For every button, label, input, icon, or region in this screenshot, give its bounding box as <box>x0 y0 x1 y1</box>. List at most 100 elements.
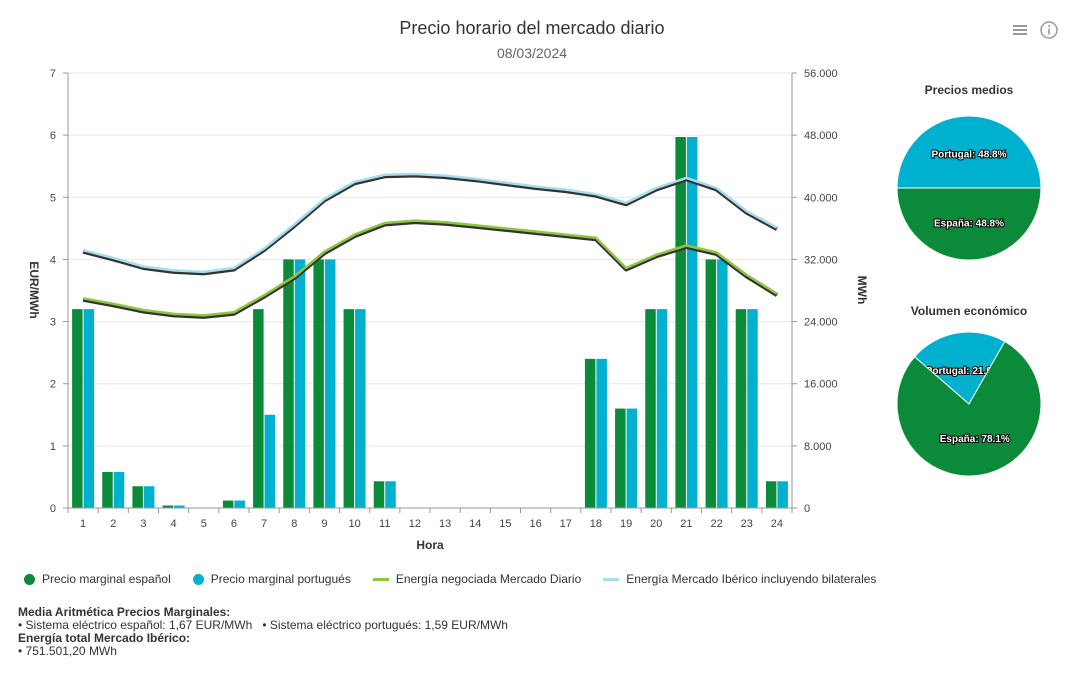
x-tick-label: 14 <box>469 518 481 530</box>
x-tick-label: 13 <box>439 518 451 530</box>
bar-portugues[interactable] <box>686 137 698 508</box>
bar-portugues[interactable] <box>777 481 788 508</box>
x-tick-label: 6 <box>231 518 237 530</box>
y-tick-label: 7 <box>50 68 56 80</box>
y-tick-label: 5 <box>50 192 56 204</box>
y-tick-label: 0 <box>50 503 56 515</box>
bar-portugues[interactable] <box>143 486 155 508</box>
pie-slice[interactable] <box>896 187 1042 261</box>
bar-espanol[interactable] <box>343 309 355 508</box>
x-tick-label: 8 <box>291 518 297 530</box>
bar-portugues[interactable] <box>264 414 276 508</box>
x-tick-label: 15 <box>499 518 511 530</box>
y-tick-label: 3 <box>50 317 56 329</box>
stats-prices-row: • Sistema eléctrico español: 1,67 EUR/MW… <box>18 619 578 632</box>
pie-slice-label: España: 78.1% <box>940 434 1010 445</box>
bar-espanol[interactable] <box>313 259 324 508</box>
pie-title-precios-medios: Precios medios <box>925 83 1014 97</box>
pie-slice-label: Portugal: 21.9% <box>926 366 1001 377</box>
x-tick-label: 23 <box>741 518 753 530</box>
legend-item-energia-diario[interactable]: Energía negociada Mercado Diario <box>372 572 582 586</box>
y-tick-label: 6 <box>50 130 56 142</box>
chart-subtitle: 08/03/2024 <box>497 45 567 61</box>
bar-espanol[interactable] <box>132 486 143 508</box>
y2-tick-label: 56.000 <box>804 68 838 80</box>
bar-espanol[interactable] <box>102 471 113 508</box>
bar-portugues[interactable] <box>596 358 607 508</box>
stats-energy-row: • 751.501,20 MWh <box>18 645 578 658</box>
bar-portugues[interactable] <box>626 408 638 508</box>
info-icon[interactable] <box>1039 20 1059 40</box>
legend-item-precio-espanol[interactable]: Precio marginal español <box>24 572 171 586</box>
y2-tick-label: 0 <box>804 503 810 515</box>
bar-espanol[interactable] <box>373 481 385 508</box>
x-tick-label: 18 <box>590 518 602 530</box>
bullet-icon: • <box>18 644 26 658</box>
bar-portugues[interactable] <box>747 309 758 508</box>
bar-espanol[interactable] <box>765 481 777 508</box>
y2-tick-label: 40.000 <box>804 192 838 204</box>
legend-label: Energía negociada Mercado Diario <box>395 572 582 586</box>
x-tick-label: 12 <box>409 518 421 530</box>
bullet-icon: • <box>18 618 26 632</box>
bar-espanol[interactable] <box>222 500 234 508</box>
line-shadow <box>82 173 778 276</box>
pie-slice-label: España: 48.8% <box>934 219 1004 230</box>
pie-volumen-economico: Portugal: 21.9% España: 78.1% <box>896 331 1042 477</box>
bar-espanol[interactable] <box>283 259 294 508</box>
y-axis-title-left: EUR/MWh <box>27 261 41 318</box>
line-shadow <box>82 220 778 319</box>
x-tick-label: 7 <box>261 518 267 530</box>
line-energia-iberico[interactable] <box>82 172 778 274</box>
x-tick-label: 9 <box>321 518 327 530</box>
x-tick-label: 5 <box>201 518 207 530</box>
legend-item-precio-portugues[interactable]: Precio marginal portugués <box>192 572 351 586</box>
bullet-icon: • <box>262 618 270 632</box>
stats-energy-total: 751.501,20 MWh <box>25 644 117 658</box>
x-tick-label: 20 <box>650 518 662 530</box>
x-tick-label: 17 <box>560 518 572 530</box>
bar-espanol[interactable] <box>72 309 83 508</box>
bar-portugues[interactable] <box>83 309 95 508</box>
x-tick-label: 16 <box>529 518 541 530</box>
bar-portugues[interactable] <box>355 309 366 508</box>
menu-icon[interactable] <box>1010 20 1030 40</box>
pie-slice[interactable] <box>896 340 1042 477</box>
bar-portugues[interactable] <box>294 259 306 508</box>
bar-portugues[interactable] <box>113 471 125 508</box>
pie-slice-label: Portugal: 48.8% <box>931 149 1006 160</box>
bar-espanol[interactable] <box>675 137 686 508</box>
bar-espanol[interactable] <box>162 505 174 508</box>
x-tick-label: 19 <box>620 518 632 530</box>
legend-item-energia-iberico[interactable]: Energía Mercado Ibérico incluyendo bilat… <box>603 572 876 586</box>
legend-label: Precio marginal portugués <box>210 572 351 586</box>
bar-espanol[interactable] <box>615 408 626 508</box>
pie-slice[interactable] <box>913 331 1006 405</box>
bar-portugues[interactable] <box>717 259 728 508</box>
x-tick-label: 10 <box>348 518 360 530</box>
stats-price-portugal: Sistema eléctrico portugués: 1,59 EUR/MW… <box>269 618 508 632</box>
x-axis-title: Hora <box>416 538 444 552</box>
chart-legend: Precio marginal español Precio marginal … <box>24 572 876 586</box>
bar-espanol[interactable] <box>705 259 717 508</box>
pie-precios-medios: Portugal: 48.8% España: 48.8% <box>896 115 1042 261</box>
bar-espanol[interactable] <box>253 309 264 508</box>
bar-portugues[interactable] <box>656 309 668 508</box>
line-energia-diario[interactable] <box>82 219 778 317</box>
stats-heading-prices: Media Aritmética Precios Marginales: <box>18 606 231 619</box>
x-tick-label: 2 <box>110 518 116 530</box>
axes: 0123456708.00016.00024.00032.00040.00048… <box>50 68 838 530</box>
y-tick-label: 1 <box>50 441 56 453</box>
x-tick-label: 1 <box>80 518 86 530</box>
bar-espanol[interactable] <box>584 358 596 508</box>
bar-espanol[interactable] <box>645 309 656 508</box>
bar-portugues[interactable] <box>385 481 396 508</box>
bar-espanol[interactable] <box>735 309 747 508</box>
pie-title-volumen-economico: Volumen económico <box>911 304 1027 318</box>
pie-slice[interactable] <box>896 115 1042 189</box>
bar-portugues[interactable] <box>324 259 336 508</box>
legend-line-icon <box>372 577 389 581</box>
bar-portugues[interactable] <box>174 505 185 508</box>
bar-portugues[interactable] <box>234 500 245 508</box>
